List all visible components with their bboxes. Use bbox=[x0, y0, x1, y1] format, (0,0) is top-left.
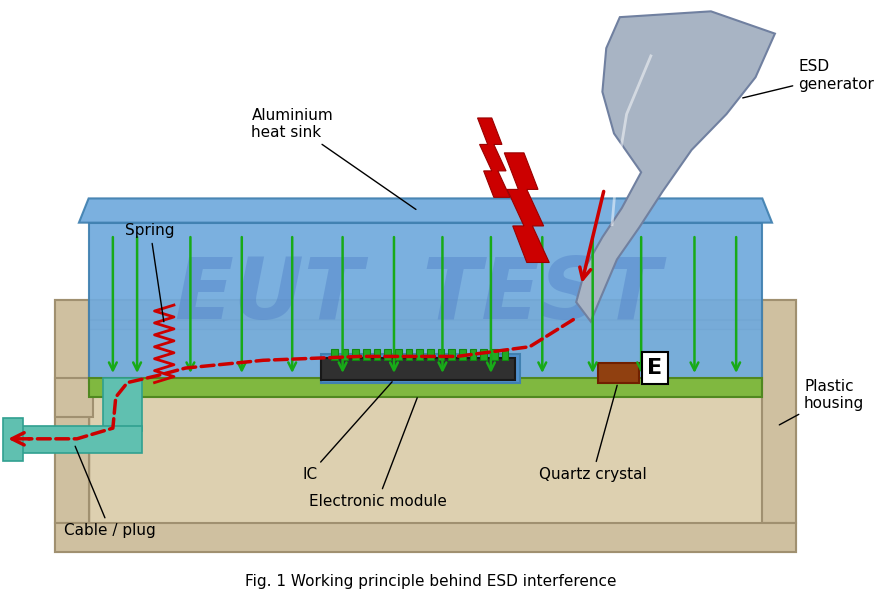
Polygon shape bbox=[342, 349, 348, 360]
Polygon shape bbox=[322, 359, 515, 379]
Polygon shape bbox=[459, 349, 466, 360]
Text: Fig. 1 Working principle behind ESD interference: Fig. 1 Working principle behind ESD inte… bbox=[245, 574, 617, 589]
Polygon shape bbox=[103, 378, 142, 431]
Polygon shape bbox=[385, 349, 391, 360]
Polygon shape bbox=[427, 349, 434, 360]
Text: Electronic module: Electronic module bbox=[308, 398, 447, 509]
Polygon shape bbox=[597, 364, 639, 383]
Text: Plastic
housing: Plastic housing bbox=[780, 379, 864, 425]
Polygon shape bbox=[55, 300, 797, 552]
Text: Quartz crystal: Quartz crystal bbox=[539, 386, 647, 482]
Polygon shape bbox=[406, 349, 412, 360]
Polygon shape bbox=[491, 349, 498, 360]
Polygon shape bbox=[322, 354, 520, 383]
Polygon shape bbox=[55, 523, 797, 552]
Polygon shape bbox=[89, 378, 762, 397]
Polygon shape bbox=[478, 118, 510, 197]
Polygon shape bbox=[470, 349, 477, 360]
Text: Aluminium
heat sink: Aluminium heat sink bbox=[252, 107, 416, 210]
Polygon shape bbox=[416, 349, 423, 360]
Polygon shape bbox=[6, 426, 142, 454]
Text: EUT  TEST: EUT TEST bbox=[175, 254, 661, 337]
Polygon shape bbox=[55, 300, 89, 523]
Polygon shape bbox=[363, 349, 369, 360]
Polygon shape bbox=[89, 300, 762, 319]
Polygon shape bbox=[4, 419, 23, 461]
Polygon shape bbox=[576, 11, 775, 322]
Polygon shape bbox=[331, 349, 338, 360]
Polygon shape bbox=[89, 223, 762, 383]
Polygon shape bbox=[353, 349, 359, 360]
Polygon shape bbox=[438, 349, 445, 360]
Polygon shape bbox=[504, 153, 549, 262]
Polygon shape bbox=[374, 349, 380, 360]
Polygon shape bbox=[79, 199, 772, 223]
Text: E: E bbox=[647, 358, 663, 378]
Polygon shape bbox=[448, 349, 455, 360]
Text: Cable / plug: Cable / plug bbox=[65, 446, 156, 538]
Polygon shape bbox=[395, 349, 401, 360]
Text: IC: IC bbox=[302, 382, 392, 482]
Text: Spring: Spring bbox=[126, 223, 175, 322]
Polygon shape bbox=[55, 378, 94, 416]
Polygon shape bbox=[762, 300, 797, 523]
Polygon shape bbox=[480, 349, 487, 360]
Polygon shape bbox=[501, 349, 509, 360]
Text: ESD
generator: ESD generator bbox=[742, 59, 874, 98]
Polygon shape bbox=[89, 329, 762, 523]
